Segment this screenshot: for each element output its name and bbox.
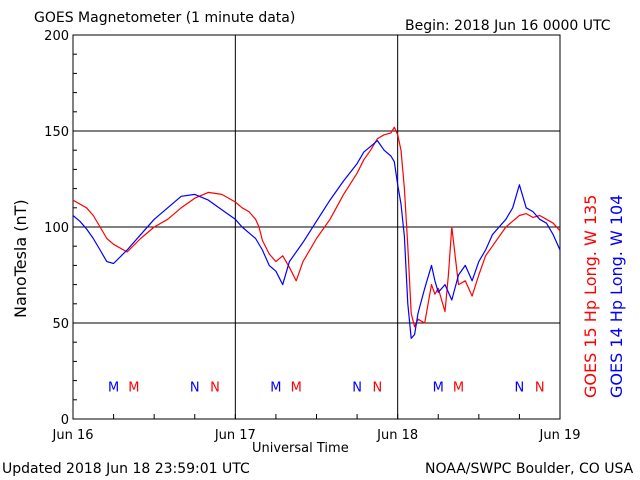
marker-label: N	[210, 380, 220, 395]
marker-label: M	[108, 380, 119, 395]
marker-label: N	[352, 380, 362, 395]
marker-label: N	[515, 380, 525, 395]
series-line-1	[72, 140, 561, 339]
credit: NOAA/SWPC Boulder, CO USA	[425, 461, 634, 477]
chart-title: GOES Magnetometer (1 minute data)	[34, 10, 296, 26]
legend-goes14: GOES 14 Hp Long. W 104	[607, 194, 626, 398]
x-tick-label: Jun 16	[52, 428, 94, 443]
marker-label: N	[535, 380, 545, 395]
marker-label: M	[128, 380, 139, 395]
x-tick-label: Jun 18	[376, 428, 418, 443]
marker-label: N	[373, 380, 383, 395]
y-tick-label: 50	[52, 317, 69, 332]
x-axis-label: Universal Time	[252, 441, 349, 456]
y-axis-label: NanoTesla (nT)	[11, 199, 30, 318]
marker-label: M	[453, 380, 464, 395]
marker-label: M	[270, 380, 281, 395]
marker-label: N	[190, 380, 200, 395]
marker-label: M	[291, 380, 302, 395]
y-tick-label: 0	[61, 413, 69, 428]
y-tick-label: 150	[44, 125, 69, 140]
series-line-0	[72, 126, 561, 328]
begin-time: Begin: 2018 Jun 16 0000 UTC	[405, 18, 611, 34]
x-tick-label: Jun 17	[214, 428, 256, 443]
y-tick-label: 200	[44, 29, 69, 44]
y-tick-label: 100	[44, 221, 69, 236]
updated-time: Updated 2018 Jun 18 23:59:01 UTC	[2, 461, 250, 477]
x-tick-label: Jun 19	[539, 428, 581, 443]
marker-label: M	[433, 380, 444, 395]
legend-goes15: GOES 15 Hp Long. W 135	[581, 194, 600, 398]
